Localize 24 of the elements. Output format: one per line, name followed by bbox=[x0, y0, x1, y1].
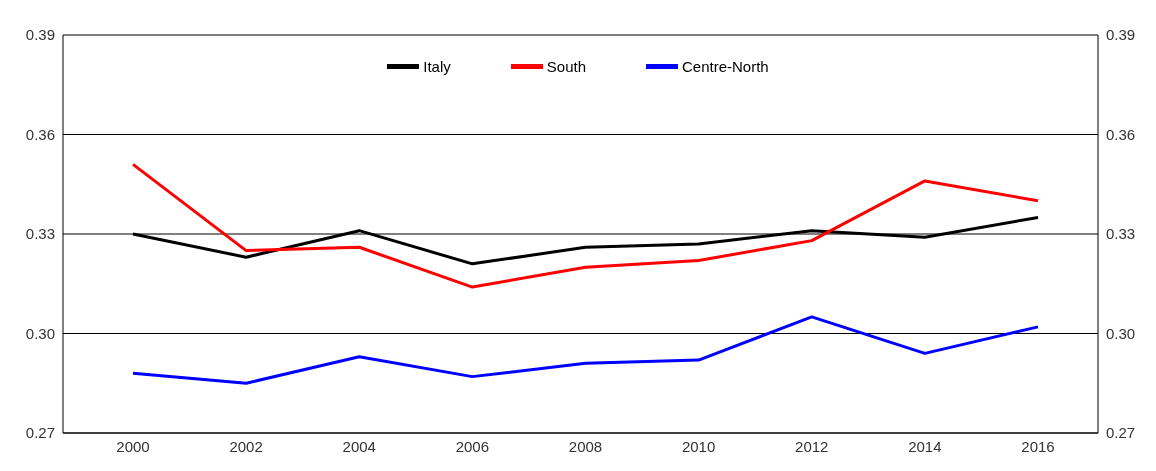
y2-tick-label: 0.36 bbox=[1106, 125, 1136, 143]
legend-label: Centre-North bbox=[681, 58, 769, 75]
y2-tick-label: 0.39 bbox=[1106, 26, 1136, 44]
y-tick-label: 0.33 bbox=[25, 225, 55, 243]
y2-tick-label: 0.30 bbox=[1106, 324, 1136, 342]
x-tick-label: 2012 bbox=[795, 437, 829, 455]
x-tick-label: 2008 bbox=[568, 437, 603, 455]
line-series bbox=[131, 162, 1040, 289]
x-tick-label: 2002 bbox=[229, 437, 263, 455]
x-tick-label: 2010 bbox=[681, 437, 716, 455]
legend-label: Italy bbox=[422, 58, 451, 75]
line-series bbox=[131, 315, 1040, 385]
x-tick-label: 2014 bbox=[908, 437, 942, 455]
y-tick-label: 0.27 bbox=[25, 424, 55, 442]
x-tick-label: 2004 bbox=[342, 437, 376, 455]
y2-tick-label: 0.33 bbox=[1106, 225, 1136, 243]
x-tick-label: 2016 bbox=[1021, 437, 1055, 455]
x-tick-label: 2006 bbox=[455, 437, 490, 455]
legend-label: South bbox=[545, 58, 586, 75]
x-tick-label: 2000 bbox=[116, 437, 150, 455]
y2-tick-label: 0.27 bbox=[1106, 424, 1136, 442]
y-tick-label: 0.39 bbox=[25, 26, 55, 44]
y-tick-label: 0.30 bbox=[25, 324, 55, 342]
y-tick-label: 0.36 bbox=[25, 125, 55, 143]
